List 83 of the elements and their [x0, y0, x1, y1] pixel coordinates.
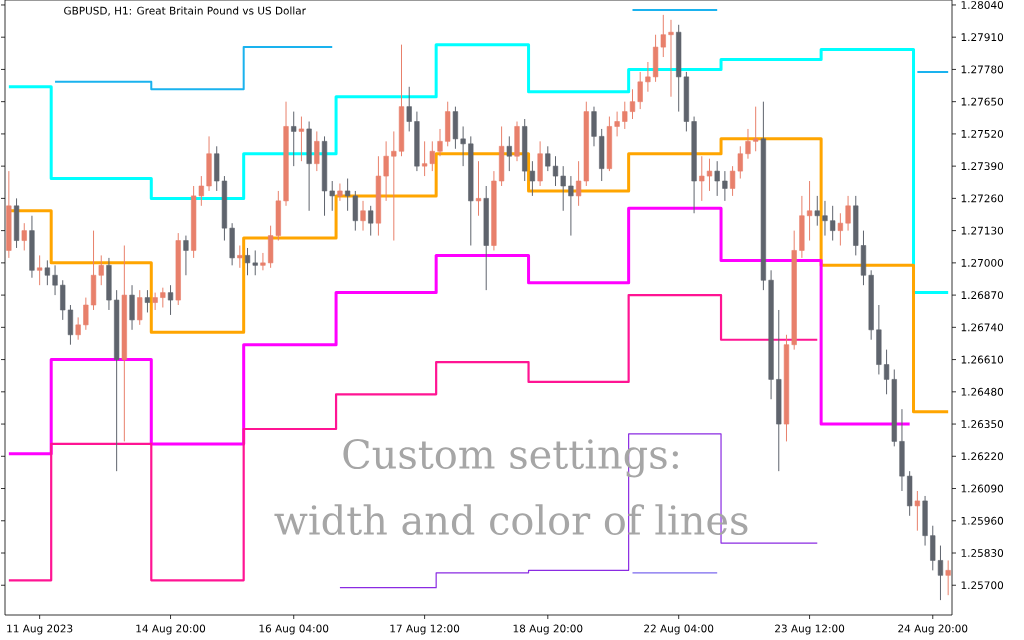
- y-tick-label: 1.27520: [961, 129, 1004, 138]
- y-tick-label: 1.25830: [961, 549, 1004, 557]
- x-tick-label: 18 Aug 20:00: [513, 624, 583, 635]
- candlestick: [144, 289, 151, 313]
- candlestick: [244, 247, 251, 276]
- x-tick-label: 24 Aug 20:00: [898, 624, 968, 635]
- candlestick: [837, 212, 843, 246]
- y-tick-label: 1.28040: [961, 0, 1004, 9]
- candlestick: [44, 259, 50, 286]
- candlestick: [552, 155, 559, 187]
- candlestick: [152, 292, 158, 311]
- candlestick: [383, 140, 389, 202]
- candlestick: [637, 71, 643, 110]
- candlestick: [545, 145, 551, 172]
- candlestick: [37, 254, 43, 286]
- x-tick-label: 14 Aug 20:00: [136, 624, 206, 635]
- candlestick: [830, 205, 836, 242]
- candlestick: [160, 287, 166, 308]
- x-tick-label: 23 Aug 12:00: [775, 624, 845, 635]
- y-tick-label: 1.26740: [961, 323, 1004, 332]
- candlestick: [937, 545, 944, 601]
- text: GBPUSD, H1: Great Britain Pound vs US Dollar: [64, 6, 306, 16]
- candlestick: [560, 165, 566, 212]
- candlestick: [437, 128, 443, 157]
- candlestick: [753, 106, 759, 152]
- y-tick-label: 1.27780: [961, 65, 1004, 74]
- x-tick-label: 11 Aug 2023: [7, 624, 73, 635]
- y-tick-label: 1.26870: [961, 291, 1004, 300]
- candlestick: [298, 116, 305, 162]
- y-tick-label: 1.27000: [961, 258, 1004, 267]
- candlestick: [406, 86, 412, 132]
- y-tick-label: 1.27390: [961, 162, 1004, 171]
- candlestick: [183, 235, 189, 276]
- candlestick: [645, 61, 651, 93]
- candlestick: [814, 195, 820, 227]
- candlestick: [260, 252, 266, 271]
- y-tick-label: 1.26610: [961, 355, 1004, 364]
- candlestick: [506, 135, 512, 172]
- candlestick: [337, 183, 343, 202]
- candlestick: [806, 180, 813, 242]
- candlestick: [822, 200, 828, 237]
- x-tick-label: 16 Aug 04:00: [259, 624, 329, 635]
- candlestick: [368, 205, 374, 237]
- candlestick: [475, 160, 482, 217]
- candlestick: [568, 175, 574, 237]
- candlestick: [237, 245, 243, 269]
- candlestick: [714, 160, 720, 197]
- y-tick-label: 1.26350: [961, 420, 1004, 428]
- candlestick: [21, 222, 27, 251]
- candlestick: [329, 180, 335, 212]
- candlestick: [706, 158, 713, 192]
- candlestick: [83, 297, 89, 331]
- candlestick: [699, 155, 705, 202]
- x-tick-label: 17 Aug 12:00: [390, 624, 460, 635]
- y-tick-label: 1.27910: [961, 33, 1004, 42]
- candlestick: [291, 111, 297, 167]
- y-tick-label: 1.26220: [961, 452, 1004, 461]
- candlestick: [629, 88, 636, 120]
- y-tick-label: 1.26480: [961, 387, 1004, 396]
- candlestick: [914, 490, 920, 532]
- candlestick: [75, 316, 81, 341]
- candlestick: [668, 19, 674, 98]
- candlestick: [622, 101, 628, 130]
- y-tick-label: 1.27130: [961, 226, 1004, 235]
- y-tick-label: 1.25960: [961, 516, 1004, 525]
- y-tick-label: 1.27650: [961, 97, 1004, 106]
- candlestick: [745, 128, 751, 160]
- candlestick: [614, 111, 620, 137]
- candlestick: [845, 195, 851, 232]
- candlestick: [167, 284, 174, 316]
- candlestick: [52, 264, 58, 296]
- y-tick-label: 1.27260: [961, 194, 1004, 203]
- candlestick: [460, 125, 466, 167]
- candlestick: [314, 130, 320, 172]
- x-tick-label: 22 Aug 04:00: [644, 624, 714, 635]
- candlestick: [360, 200, 366, 232]
- y-tick-label: 1.26090: [961, 484, 1004, 493]
- y-tick-label: 1.25700: [961, 581, 1004, 590]
- candlestick: [137, 289, 143, 326]
- candlestick: [391, 130, 397, 242]
- candlestick: [945, 559, 951, 596]
- candlestick: [252, 249, 258, 276]
- candlestick: [722, 170, 728, 202]
